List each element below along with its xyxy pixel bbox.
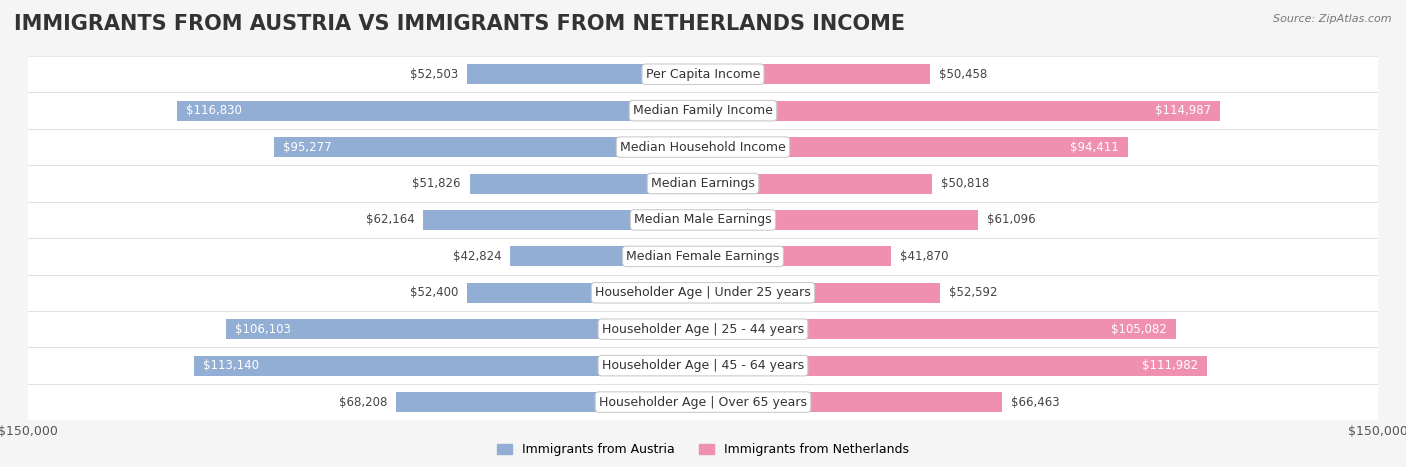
Text: $113,140: $113,140 xyxy=(202,359,259,372)
Bar xyxy=(28,92,1378,129)
Bar xyxy=(28,238,1378,275)
Text: $68,208: $68,208 xyxy=(339,396,387,409)
Text: Householder Age | Over 65 years: Householder Age | Over 65 years xyxy=(599,396,807,409)
Text: $51,826: $51,826 xyxy=(412,177,461,190)
Bar xyxy=(28,165,1378,202)
Text: $114,987: $114,987 xyxy=(1156,104,1212,117)
Text: $61,096: $61,096 xyxy=(987,213,1035,226)
Legend: Immigrants from Austria, Immigrants from Netherlands: Immigrants from Austria, Immigrants from… xyxy=(492,439,914,461)
Text: Householder Age | 45 - 64 years: Householder Age | 45 - 64 years xyxy=(602,359,804,372)
Bar xyxy=(225,319,703,339)
Text: $111,982: $111,982 xyxy=(1142,359,1198,372)
Bar xyxy=(703,356,1206,375)
Bar xyxy=(28,129,1378,165)
Text: Median Female Earnings: Median Female Earnings xyxy=(627,250,779,263)
Bar xyxy=(194,356,703,375)
Text: $95,277: $95,277 xyxy=(284,141,332,154)
Text: $66,463: $66,463 xyxy=(1011,396,1060,409)
Text: IMMIGRANTS FROM AUSTRIA VS IMMIGRANTS FROM NETHERLANDS INCOME: IMMIGRANTS FROM AUSTRIA VS IMMIGRANTS FR… xyxy=(14,14,905,34)
Bar xyxy=(703,319,1175,339)
Text: $41,870: $41,870 xyxy=(900,250,949,263)
Bar xyxy=(703,210,979,230)
Bar xyxy=(703,247,891,266)
Text: Householder Age | Under 25 years: Householder Age | Under 25 years xyxy=(595,286,811,299)
Text: Median Earnings: Median Earnings xyxy=(651,177,755,190)
Bar xyxy=(467,283,703,303)
Bar xyxy=(177,101,703,120)
Bar xyxy=(28,311,1378,347)
Text: $94,411: $94,411 xyxy=(1070,141,1119,154)
Bar xyxy=(28,275,1378,311)
Bar xyxy=(703,392,1002,412)
Text: $42,824: $42,824 xyxy=(453,250,502,263)
Text: $62,164: $62,164 xyxy=(366,213,415,226)
Bar xyxy=(470,174,703,193)
Bar xyxy=(28,56,1378,92)
Text: $52,592: $52,592 xyxy=(949,286,997,299)
Text: $52,503: $52,503 xyxy=(409,68,458,81)
Bar xyxy=(396,392,703,412)
Text: $106,103: $106,103 xyxy=(235,323,291,336)
Text: $105,082: $105,082 xyxy=(1111,323,1167,336)
Text: $50,818: $50,818 xyxy=(941,177,988,190)
Bar xyxy=(28,347,1378,384)
Bar xyxy=(703,137,1128,157)
Text: $52,400: $52,400 xyxy=(411,286,458,299)
Text: Median Family Income: Median Family Income xyxy=(633,104,773,117)
Text: Median Household Income: Median Household Income xyxy=(620,141,786,154)
Text: Householder Age | 25 - 44 years: Householder Age | 25 - 44 years xyxy=(602,323,804,336)
Bar xyxy=(274,137,703,157)
Bar xyxy=(423,210,703,230)
Bar xyxy=(703,101,1220,120)
Text: Per Capita Income: Per Capita Income xyxy=(645,68,761,81)
Bar xyxy=(703,64,929,84)
Text: Median Male Earnings: Median Male Earnings xyxy=(634,213,772,226)
Bar xyxy=(703,174,932,193)
Text: Source: ZipAtlas.com: Source: ZipAtlas.com xyxy=(1274,14,1392,24)
Text: $116,830: $116,830 xyxy=(187,104,242,117)
Text: $50,458: $50,458 xyxy=(939,68,987,81)
Bar xyxy=(703,283,939,303)
Bar xyxy=(510,247,703,266)
Bar xyxy=(28,202,1378,238)
Bar xyxy=(28,384,1378,420)
Bar xyxy=(467,64,703,84)
